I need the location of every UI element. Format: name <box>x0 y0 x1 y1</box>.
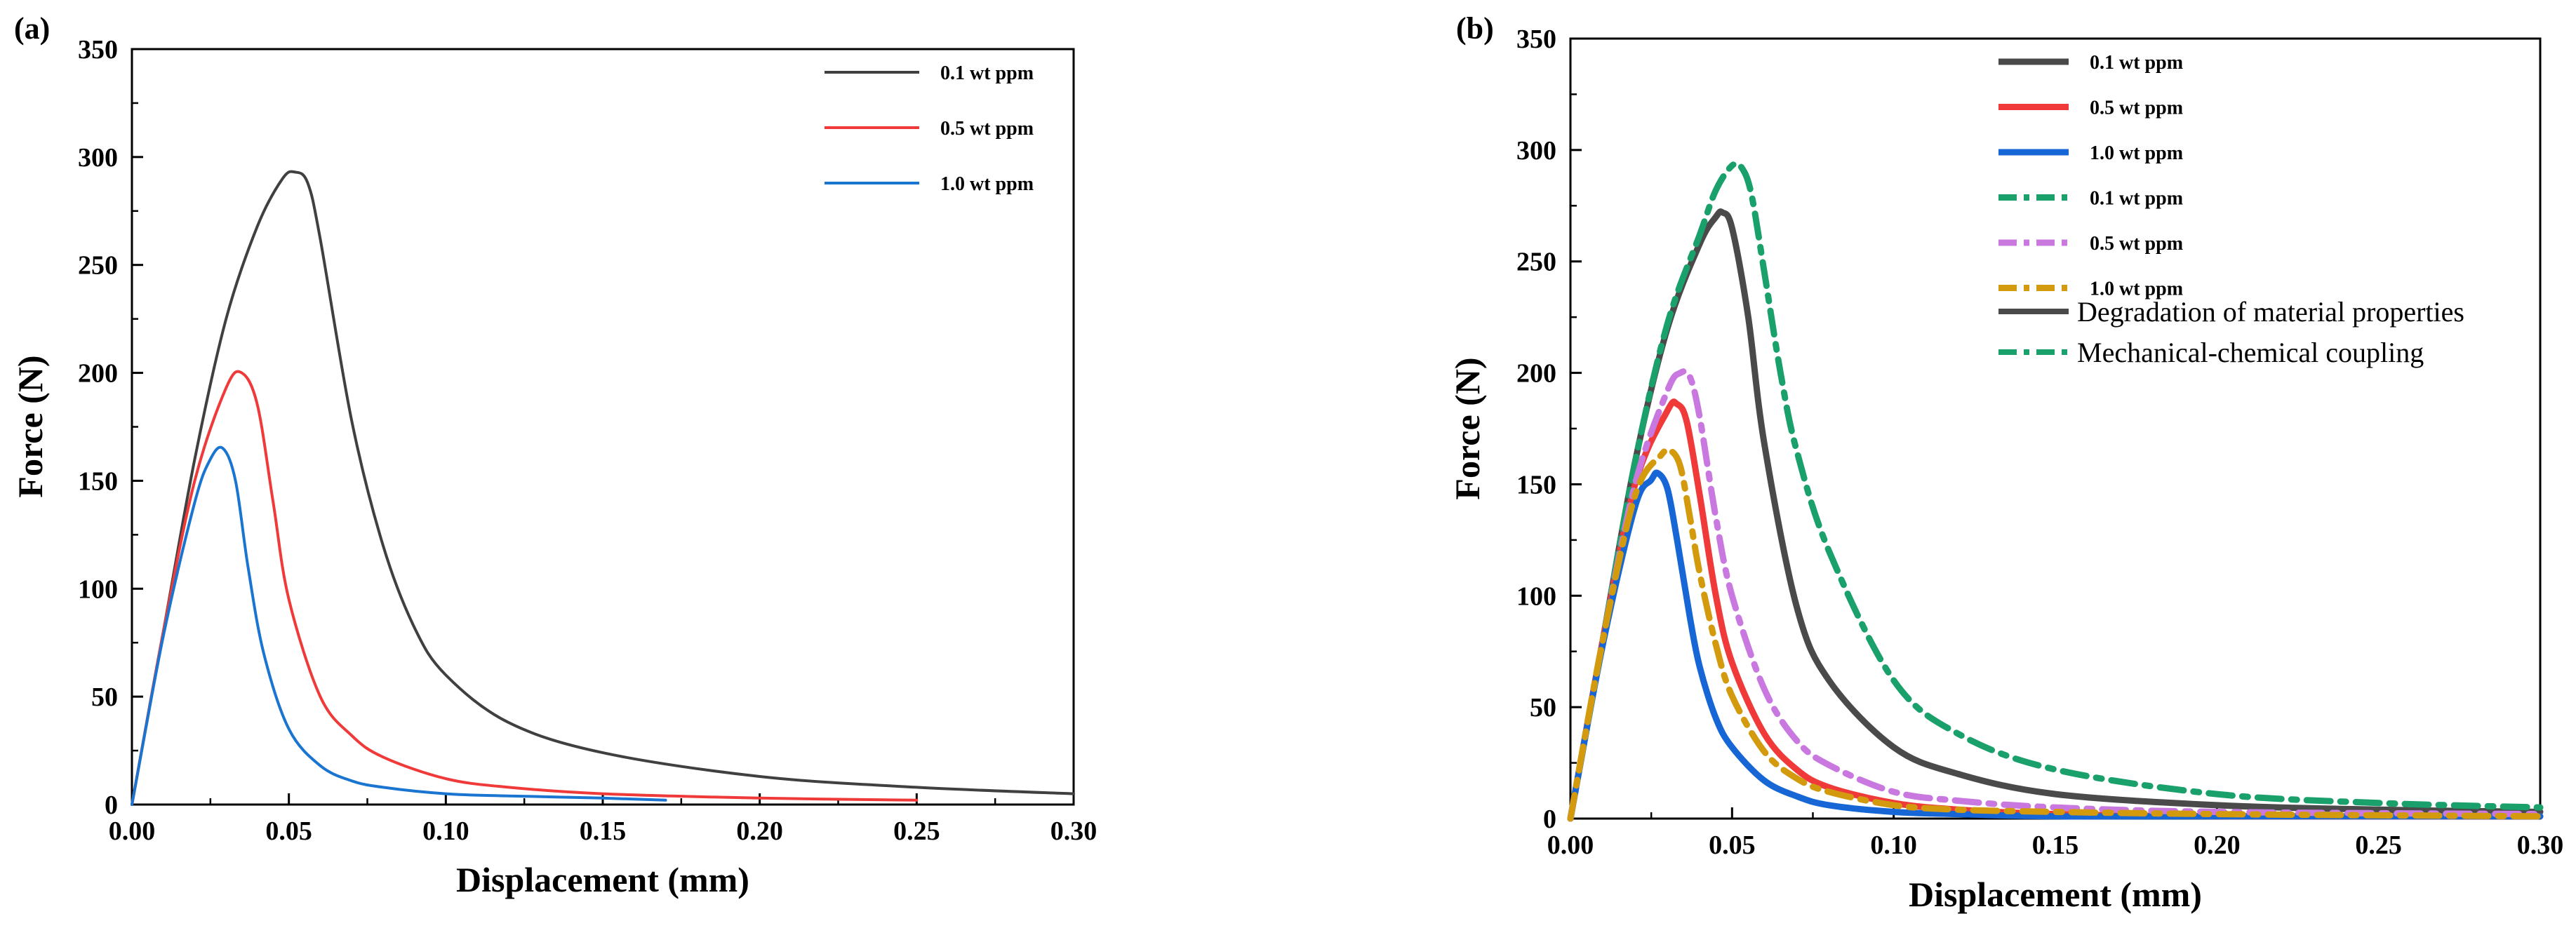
legend-label: 1.0 wt ppm <box>2090 142 2183 164</box>
x-tick-label: 0.15 <box>580 816 627 846</box>
legend-label: 0.5 wt ppm <box>2090 233 2183 255</box>
y-tick-label: 100 <box>1516 581 1556 611</box>
y-tick-label: 200 <box>78 359 118 389</box>
panel-b-series <box>1567 160 2544 822</box>
y-tick-label: 0 <box>1543 805 1556 834</box>
panel-b-x-axis-title: Displacement (mm) <box>1909 875 2202 914</box>
x-tick-label: 0.00 <box>109 816 156 846</box>
legend-label: 0.5 wt ppm <box>940 118 1034 140</box>
panel-a-y-ticks: 0 50 100 150 200 250 300 350 <box>78 35 143 820</box>
panel-a: (a) 0.00 0.05 0.10 0.15 0.20 0.25 0.30 0 50 100 1… <box>11 11 1097 899</box>
y-tick-label: 250 <box>78 251 118 281</box>
legend-label: 0.1 wt ppm <box>2090 188 2183 210</box>
x-tick-label: 0.10 <box>422 816 469 846</box>
legend-label: 0.1 wt ppm <box>2090 52 2183 74</box>
x-tick-label: 0.05 <box>265 816 312 846</box>
panel-b-plot-frame <box>1569 37 2542 820</box>
panel-a-series <box>131 170 1075 806</box>
panel-a-x-axis-title: Displacement (mm) <box>456 860 749 899</box>
x-tick-label: 0.30 <box>1050 816 1097 846</box>
x-tick-label: 0.20 <box>2194 831 2241 860</box>
panel-a-legend: 0.1 wt ppm 0.5 wt ppm 1.0 wt ppm <box>825 62 1034 195</box>
x-tick-label: 0.15 <box>2032 831 2079 860</box>
x-tick-label: 0.20 <box>736 816 783 846</box>
legend-label-extra: Mechanical-chemical coupling <box>2077 337 2424 368</box>
y-tick-label: 250 <box>1516 248 1556 277</box>
y-tick-label: 200 <box>1516 359 1556 389</box>
series-line-0 <box>131 170 1075 806</box>
y-tick-label: 300 <box>1516 136 1556 166</box>
panel-b-x-ticks: 0.00 0.05 0.10 0.15 0.20 0.25 0.30 <box>1547 807 2564 860</box>
series-line-1 <box>131 370 919 806</box>
panel-b: (b) 0.00 0.05 0.10 0.15 0.20 0.25 0.30 0 50 100 1… <box>1448 11 2563 914</box>
series-line-5 <box>1567 446 2544 822</box>
x-tick-label: 0.05 <box>1709 831 1756 860</box>
legend-label: 1.0 wt ppm <box>2090 278 2183 300</box>
series-line-1 <box>1567 398 2544 822</box>
y-tick-label: 350 <box>1516 25 1556 54</box>
panel-b-y-ticks: 0 50 100 150 200 250 300 350 <box>1516 25 1582 834</box>
series-line-4 <box>1567 368 2544 822</box>
panel-a-label: (a) <box>14 11 50 46</box>
legend-label-extra: Degradation of material properties <box>2077 296 2464 328</box>
y-tick-label: 150 <box>78 466 118 496</box>
panel-b-legend: 0.1 wt ppm 0.5 wt ppm 1.0 wt ppm 0.1 wt ppm… <box>1998 52 2464 368</box>
y-tick-label: 300 <box>78 143 118 173</box>
x-tick-label: 0.10 <box>1870 831 1917 860</box>
x-tick-label: 0.25 <box>2355 831 2402 860</box>
panel-a-x-ticks: 0.00 0.05 0.10 0.15 0.20 0.25 0.30 <box>109 793 1097 846</box>
series-line-2 <box>131 445 667 806</box>
legend-label: 1.0 wt ppm <box>940 173 1034 195</box>
panel-b-y-axis-title: Force (N) <box>1448 357 1487 499</box>
panel-a-y-axis-title: Force (N) <box>11 355 50 497</box>
y-tick-label: 350 <box>78 35 118 65</box>
x-tick-label: 0.00 <box>1547 831 1594 860</box>
y-tick-label: 150 <box>1516 470 1556 499</box>
x-tick-label: 0.30 <box>2517 831 2564 860</box>
y-tick-label: 0 <box>105 791 118 820</box>
legend-label: 0.5 wt ppm <box>2090 97 2183 119</box>
y-tick-label: 50 <box>1530 693 1556 722</box>
y-tick-label: 100 <box>78 574 118 604</box>
y-tick-label: 50 <box>91 682 118 712</box>
series-line-3 <box>1567 160 2544 822</box>
series-line-2 <box>1567 469 2544 822</box>
x-tick-label: 0.25 <box>893 816 940 846</box>
panel-b-label: (b) <box>1456 11 1494 46</box>
legend-label: 0.1 wt ppm <box>940 62 1034 84</box>
